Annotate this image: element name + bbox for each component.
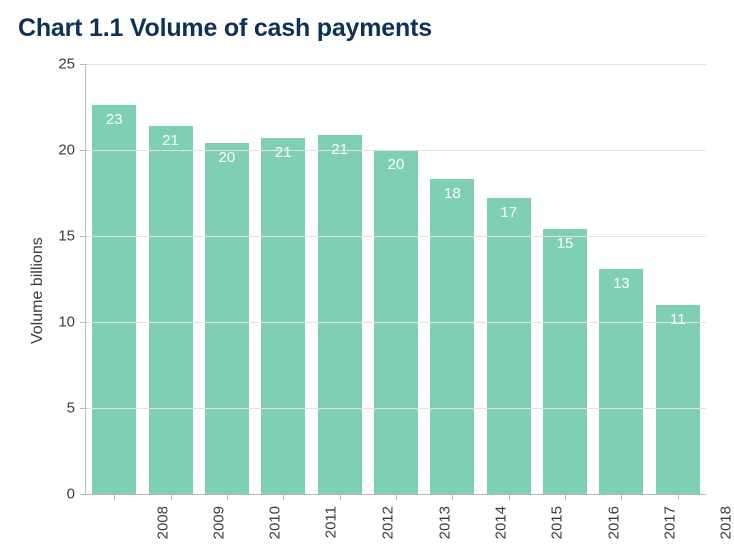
bar: 21	[261, 138, 305, 494]
x-tick-mark	[621, 494, 622, 500]
x-tick-label: 2014	[492, 506, 509, 539]
bar-value-label: 17	[500, 204, 517, 221]
x-tick-label: 2018	[718, 506, 734, 539]
bar-value-label: 15	[557, 235, 574, 252]
y-tick-mark	[80, 150, 86, 151]
plot-area: 23 21 20 21 21 20 18 17 15 13 11	[85, 64, 706, 495]
x-tick-mark	[171, 494, 172, 500]
bar-value-label: 11	[670, 311, 686, 328]
x-tick-mark	[396, 494, 397, 500]
bars-layer: 23 21 20 21 21 20 18 17 15 13 11	[86, 64, 706, 494]
y-axis-label: Volume billions	[29, 237, 47, 344]
grid-line	[86, 322, 706, 323]
bar-value-label: 18	[444, 185, 461, 202]
y-tick-label: 20	[51, 142, 75, 159]
bar: 18	[430, 179, 474, 494]
y-tick-label: 0	[51, 486, 75, 503]
x-tick-mark	[340, 494, 341, 500]
bar-value-label: 20	[388, 156, 405, 173]
x-tick-mark	[283, 494, 284, 500]
y-tick-mark	[80, 64, 86, 65]
x-tick-label: 2017	[661, 506, 678, 539]
bar: 17	[487, 198, 531, 494]
bar-value-label: 21	[162, 132, 179, 149]
x-tick-label: 2010	[267, 506, 284, 539]
grid-line	[86, 408, 706, 409]
y-tick-mark	[80, 322, 86, 323]
x-tick-mark	[452, 494, 453, 500]
bar: 21	[318, 135, 362, 494]
y-tick-label: 5	[51, 400, 75, 417]
x-tick-label: 2012	[380, 506, 397, 539]
x-tick-label: 2009	[210, 506, 227, 539]
y-tick-label: 10	[51, 314, 75, 331]
x-tick-label: 2016	[605, 506, 622, 539]
y-tick-mark	[80, 236, 86, 237]
bar-value-label: 20	[219, 149, 236, 166]
bar: 23	[92, 105, 136, 494]
x-tick-mark	[678, 494, 679, 500]
x-tick-mark	[114, 494, 115, 500]
chart-container: Chart 1.1 Volume of cash payments Volume…	[0, 0, 734, 560]
grid-line	[86, 64, 706, 65]
grid-line	[86, 236, 706, 237]
x-tick-mark	[227, 494, 228, 500]
x-tick-label: 2013	[436, 506, 453, 539]
chart-title: Chart 1.1 Volume of cash payments	[18, 14, 432, 43]
bar-value-label: 21	[275, 144, 292, 161]
bar: 21	[149, 126, 193, 494]
x-tick-label: 2008	[154, 506, 171, 539]
bar: 15	[543, 229, 587, 494]
bar: 20	[205, 143, 249, 494]
y-tick-label: 25	[51, 56, 75, 73]
grid-line	[86, 150, 706, 151]
bar: 11	[656, 305, 700, 494]
bar-value-label: 13	[613, 275, 630, 292]
bar: 13	[599, 269, 643, 494]
x-tick-label: 2015	[549, 506, 566, 539]
y-tick-label: 15	[51, 228, 75, 245]
y-tick-mark	[80, 494, 86, 495]
x-tick-mark	[565, 494, 566, 500]
y-tick-mark	[80, 408, 86, 409]
bar-value-label: 23	[106, 111, 123, 128]
x-tick-label: 2011	[322, 506, 339, 538]
x-tick-mark	[509, 494, 510, 500]
